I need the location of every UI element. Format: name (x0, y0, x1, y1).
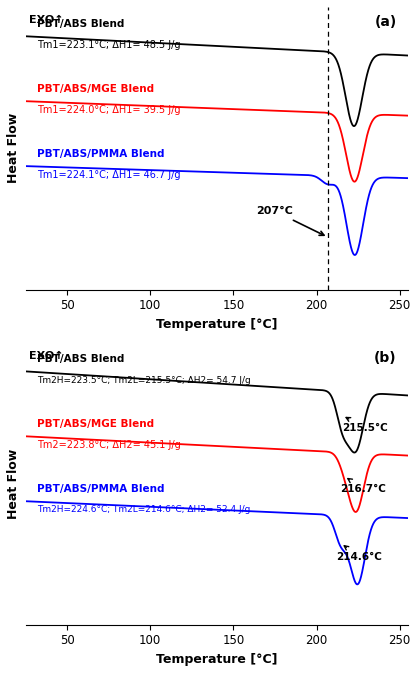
Text: Tm1=224.1°C; ΔH1= 46.7 J/g: Tm1=224.1°C; ΔH1= 46.7 J/g (37, 170, 181, 180)
Text: EXO↑: EXO↑ (29, 15, 64, 26)
Text: 214.6°C: 214.6°C (336, 546, 382, 562)
Text: PBT/ABS/PMMA Blend: PBT/ABS/PMMA Blend (37, 149, 165, 159)
X-axis label: Temperature [°C]: Temperature [°C] (156, 653, 277, 666)
Text: (a): (a) (374, 15, 396, 30)
Y-axis label: Heat Flow: Heat Flow (7, 448, 20, 518)
Y-axis label: Heat Flow: Heat Flow (7, 113, 20, 184)
Text: Tm2=223.8°C; ΔH2= 45.1 J/g: Tm2=223.8°C; ΔH2= 45.1 J/g (37, 441, 181, 450)
Text: PBT/ABS/PMMA Blend: PBT/ABS/PMMA Blend (37, 484, 165, 494)
Text: 215.5°C: 215.5°C (342, 417, 388, 433)
Text: 216.7°C: 216.7°C (340, 479, 385, 494)
Text: PBT/ABS/MGE Blend: PBT/ABS/MGE Blend (37, 419, 154, 429)
Text: 207°C: 207°C (256, 206, 324, 236)
Text: EXO↑: EXO↑ (29, 351, 64, 361)
Text: PBT/ABS Blend: PBT/ABS Blend (37, 354, 124, 364)
Text: Tm2H=223.5°C; Tm2L=215.5°C; ΔH2= 54.7 J/g: Tm2H=223.5°C; Tm2L=215.5°C; ΔH2= 54.7 J/… (37, 376, 251, 384)
Text: PBT/ABS Blend: PBT/ABS Blend (37, 19, 124, 29)
Text: (b): (b) (374, 351, 396, 365)
Text: Tm1=223.1°C; ΔH1= 48.5 J/g: Tm1=223.1°C; ΔH1= 48.5 J/g (37, 40, 181, 50)
Text: PBT/ABS/MGE Blend: PBT/ABS/MGE Blend (37, 84, 154, 94)
X-axis label: Temperature [°C]: Temperature [°C] (156, 318, 277, 331)
Text: Tm2H=224.6°C; Tm2L=214.6°C; ΔH2= 52.4 J/g: Tm2H=224.6°C; Tm2L=214.6°C; ΔH2= 52.4 J/… (37, 505, 251, 514)
Text: Tm1=224.0°C; ΔH1= 39.5 J/g: Tm1=224.0°C; ΔH1= 39.5 J/g (37, 106, 181, 115)
